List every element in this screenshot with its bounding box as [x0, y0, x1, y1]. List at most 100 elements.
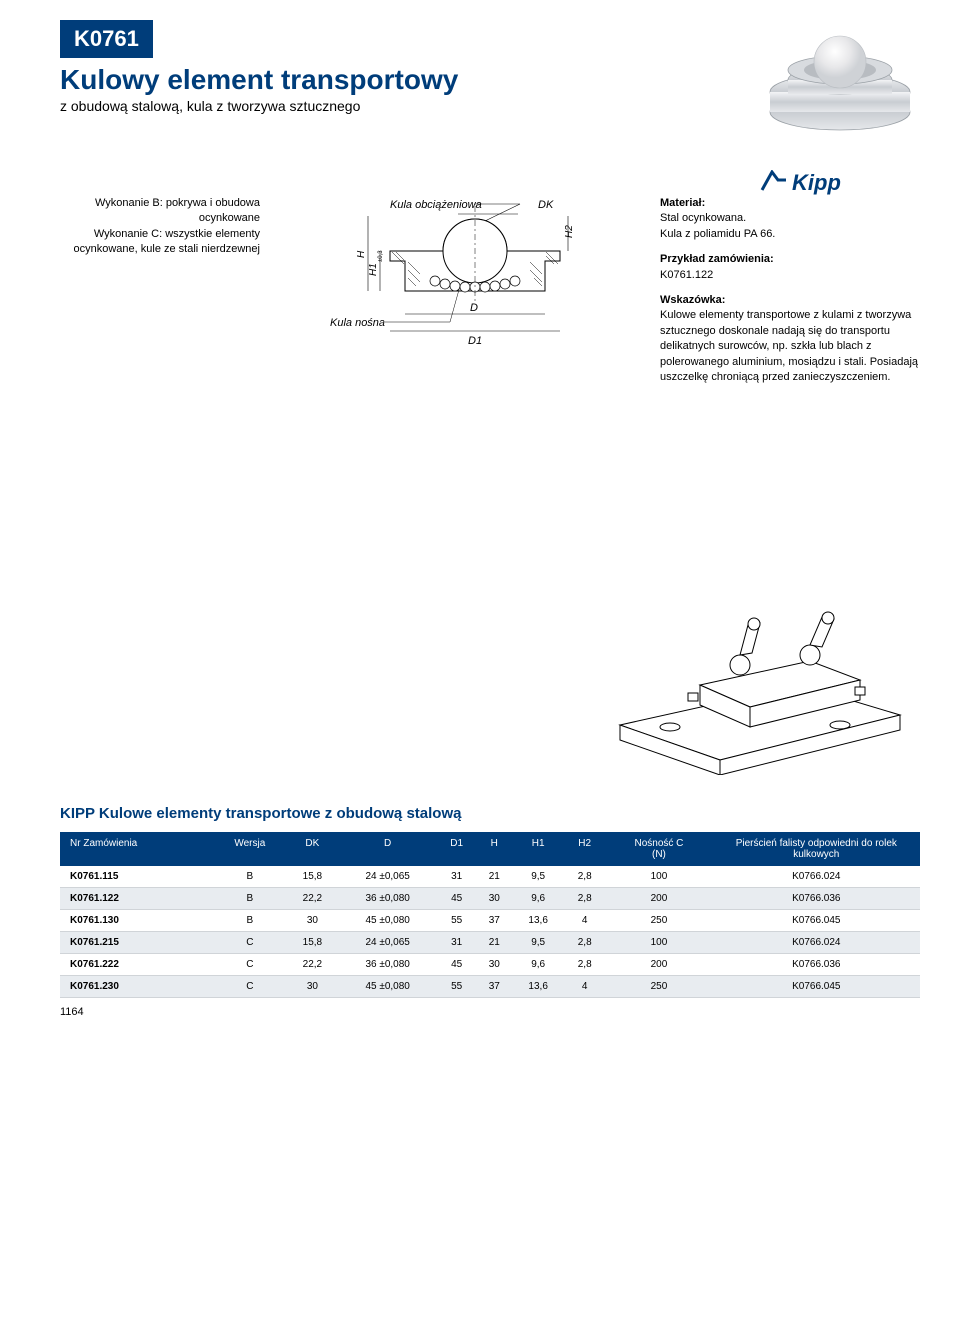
- brand-label: Kipp: [792, 170, 841, 196]
- table-cell: B: [213, 866, 286, 888]
- wykonanie-b: Wykonanie B: pokrywa i obudowa ocynkowan…: [60, 196, 260, 227]
- left-column: Wykonanie B: pokrywa i obudowa ocynkowan…: [60, 196, 260, 395]
- table-cell: 100: [605, 932, 712, 954]
- svg-text:Kula nośna: Kula nośna: [330, 317, 385, 329]
- brand-logo: Kipp: [760, 170, 920, 196]
- diagram-label-top: Kula obciążeniowa: [390, 199, 482, 211]
- table-cell: 30: [476, 888, 512, 910]
- product-photo: [760, 20, 920, 140]
- table-cell: 31: [437, 866, 476, 888]
- table-col-header: Pierścień falisty odpowiedni do rolek ku…: [713, 832, 920, 866]
- table-row: K0761.230C3045 ±0,080553713,64250K0766.0…: [60, 976, 920, 998]
- table-cell: 200: [605, 888, 712, 910]
- table-col-header: Wersja: [213, 832, 286, 866]
- table-cell: K0766.045: [713, 976, 920, 998]
- table-cell: C: [213, 954, 286, 976]
- table-row: K0761.222C22,236 ±0,08045309,62,8200K076…: [60, 954, 920, 976]
- table-cell: K0761.122: [60, 888, 213, 910]
- table-cell: 200: [605, 954, 712, 976]
- table-cell: K0761.230: [60, 976, 213, 998]
- material-label: Materiał:: [660, 197, 705, 209]
- hint-label: Wskazówka:: [660, 294, 725, 306]
- table-col-header: H2: [564, 832, 605, 866]
- table-cell: 9,5: [512, 866, 564, 888]
- table-cell: K0761.115: [60, 866, 213, 888]
- hint-text: Kulowe elementy transportowe z kulami z …: [660, 309, 918, 383]
- table-body: K0761.115B15,824 ±0,06531219,52,8100K076…: [60, 866, 920, 998]
- part-number-badge: K0761: [60, 20, 153, 58]
- table-cell: K0766.045: [713, 910, 920, 932]
- table-cell: 21: [476, 932, 512, 954]
- table-cell: 37: [476, 976, 512, 998]
- table-cell: 13,6: [512, 910, 564, 932]
- table-col-header: H1: [512, 832, 564, 866]
- table-cell: 13,6: [512, 976, 564, 998]
- table-cell: 2,8: [564, 888, 605, 910]
- table-cell: B: [213, 888, 286, 910]
- table-col-header: Nośność C (N): [605, 832, 712, 866]
- svg-text:D1: D1: [468, 335, 482, 347]
- table-col-header: D: [338, 832, 437, 866]
- svg-text:D: D: [470, 302, 478, 314]
- table-cell: 9,6: [512, 954, 564, 976]
- table-cell: 24 ±0,065: [338, 932, 437, 954]
- table-cell: 15,8: [287, 866, 339, 888]
- table-cell: 4: [564, 976, 605, 998]
- svg-text:H2: H2: [564, 225, 575, 238]
- table-cell: 100: [605, 866, 712, 888]
- table-col-header: DK: [287, 832, 339, 866]
- table-cell: 55: [437, 976, 476, 998]
- table-cell: 37: [476, 910, 512, 932]
- table-cell: 45: [437, 954, 476, 976]
- table-cell: 55: [437, 910, 476, 932]
- table-cell: 2,8: [564, 932, 605, 954]
- header-right: Kipp: [760, 20, 920, 196]
- table-cell: K0761.222: [60, 954, 213, 976]
- svg-text:±0,3: ±0,3: [378, 250, 384, 262]
- table-cell: 4: [564, 910, 605, 932]
- table-cell: 36 ±0,080: [338, 888, 437, 910]
- technical-diagram: Kula obciążeniowa DK: [280, 196, 640, 395]
- table-cell: 45 ±0,080: [338, 910, 437, 932]
- table-cell: 31: [437, 932, 476, 954]
- table-cell: K0766.036: [713, 954, 920, 976]
- material-text: Stal ocynkowana. Kula z poliamidu PA 66.: [660, 212, 775, 239]
- table-row: K0761.115B15,824 ±0,06531219,52,8100K076…: [60, 866, 920, 888]
- table-cell: 30: [287, 910, 339, 932]
- page-title: Kulowy element transportowy: [60, 64, 458, 96]
- table-cell: 15,8: [287, 932, 339, 954]
- table-cell: K0766.024: [713, 932, 920, 954]
- svg-text:H: H: [356, 250, 367, 258]
- svg-text:H1: H1: [368, 263, 379, 276]
- table-cell: 22,2: [287, 888, 339, 910]
- table-col-header: Nr Zamówienia: [60, 832, 213, 866]
- header-row: K0761 Kulowy element transportowy z obud…: [60, 20, 920, 196]
- table-cell: B: [213, 910, 286, 932]
- table-cell: 22,2: [287, 954, 339, 976]
- table-row: K0761.122B22,236 ±0,08045309,62,8200K076…: [60, 888, 920, 910]
- content-columns: Wykonanie B: pokrywa i obudowa ocynkowan…: [60, 196, 920, 395]
- table-cell: K0761.215: [60, 932, 213, 954]
- table-cell: 24 ±0,065: [338, 866, 437, 888]
- table-cell: 9,6: [512, 888, 564, 910]
- table-cell: 250: [605, 976, 712, 998]
- table-col-header: H: [476, 832, 512, 866]
- table-cell: 45: [437, 888, 476, 910]
- table-cell: 9,5: [512, 932, 564, 954]
- order-label: Przykład zamówienia:: [660, 253, 774, 265]
- order-text: K0761.122: [660, 269, 713, 281]
- table-cell: 2,8: [564, 866, 605, 888]
- right-column: Materiał: Stal ocynkowana. Kula z poliam…: [660, 196, 920, 395]
- table-cell: 2,8: [564, 954, 605, 976]
- page-number: 1164: [60, 1006, 920, 1018]
- table-cell: 36 ±0,080: [338, 954, 437, 976]
- table-row: K0761.130B3045 ±0,080553713,64250K0766.0…: [60, 910, 920, 932]
- spec-table: Nr ZamówieniaWersjaDKDD1HH1H2Nośność C (…: [60, 832, 920, 998]
- table-cell: C: [213, 932, 286, 954]
- table-head: Nr ZamówieniaWersjaDKDD1HH1H2Nośność C (…: [60, 832, 920, 866]
- table-cell: 250: [605, 910, 712, 932]
- wykonanie-c: Wykonanie C: wszystkie elementy ocynkowa…: [60, 227, 260, 258]
- table-row: K0761.215C15,824 ±0,06531219,52,8100K076…: [60, 932, 920, 954]
- header-left: K0761 Kulowy element transportowy z obud…: [60, 20, 458, 154]
- table-title: KIPP Kulowe elementy transportowe z obud…: [60, 805, 920, 822]
